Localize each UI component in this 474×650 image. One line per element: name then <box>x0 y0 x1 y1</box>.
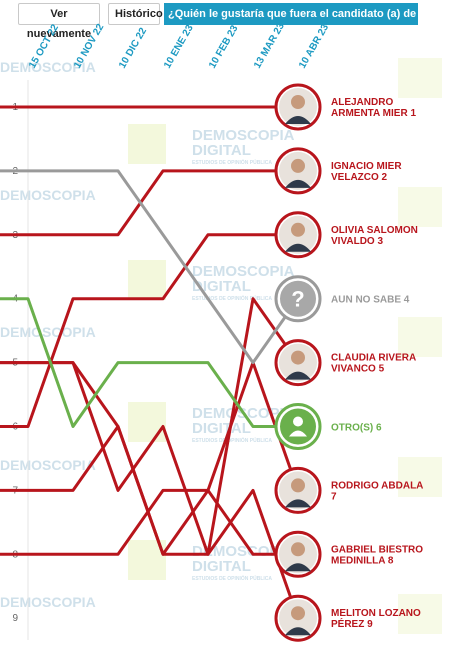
watermark-brand2: DIGITAL <box>192 420 251 437</box>
series-label: OLIVIA SALOMON <box>331 225 418 236</box>
candidate-photo-face <box>291 222 305 237</box>
series-label: GABRIEL BIESTRO <box>331 544 423 555</box>
watermark-brand2: DIGITAL <box>192 142 251 159</box>
series-label: RODRIGO ABDALA <box>331 480 423 491</box>
watermark-logo-shape <box>128 260 166 300</box>
series-line <box>0 297 298 428</box>
toolbar: Ver nuevamente Histórico ¿Quién le gusta… <box>0 0 474 40</box>
person-icon-body <box>289 430 307 437</box>
candidate-photo-suit <box>285 627 311 636</box>
series-node[interactable] <box>274 211 322 259</box>
series-label: CLAUDIA RIVERA <box>331 353 416 364</box>
candidate-photo-suit <box>285 563 311 572</box>
series-node[interactable] <box>274 466 322 514</box>
series-label: OTRO(S) 6 <box>331 423 382 434</box>
candidate-photo-suit <box>285 179 311 188</box>
candidate-photo-suit <box>285 243 311 252</box>
date-tick-label: 10 ENE 23 <box>162 23 196 71</box>
series-node[interactable] <box>274 83 322 131</box>
candidate-photo-face <box>291 350 305 365</box>
series-line <box>0 233 298 428</box>
candidate-photo-face <box>291 478 305 493</box>
series-label: MELITON LOZANO <box>331 608 421 619</box>
watermark-logo-shape <box>398 317 442 357</box>
series-line <box>0 169 300 365</box>
watermark-brand: DEMOSCOPIA <box>0 59 96 75</box>
candidate-photo-suit <box>285 371 311 380</box>
historico-button[interactable]: Histórico <box>108 3 163 25</box>
watermark-brand: DEMOSCOPIA <box>0 594 96 610</box>
series-line <box>0 488 298 556</box>
series-node[interactable] <box>274 530 322 578</box>
watermark-tagline: ESTUDIOS DE OPINIÓN PÚBLICA <box>192 158 272 166</box>
watermark-brand: DEMOSCOPIA <box>192 127 295 144</box>
date-tick-label: 13 MAR 23 <box>252 21 287 71</box>
date-tick-label: 10 DIC 22 <box>117 26 149 71</box>
series-node[interactable] <box>274 147 322 195</box>
series-node[interactable] <box>274 403 322 450</box>
series-label-line2: 7 <box>331 491 337 502</box>
series-label: AUN NO SABE 4 <box>331 295 410 306</box>
watermark-logo-shape <box>128 124 166 164</box>
watermark-tagline: ESTUDIOS DE OPINIÓN PÚBLICA <box>192 294 272 302</box>
watermark-brand: DEMOSCOPIA <box>0 324 96 340</box>
series-label-line2: ARMENTA MIER 1 <box>331 108 416 119</box>
candidate-photo-suit <box>285 499 311 508</box>
series-label-line2: VIVALDO 3 <box>331 236 383 247</box>
series-label: ALEJANDRO <box>331 97 393 108</box>
watermark-logo-shape <box>398 58 442 98</box>
watermark-logo-shape <box>398 457 442 497</box>
series-node[interactable] <box>274 594 322 642</box>
ver-nuevamente-button[interactable]: Ver nuevamente <box>18 3 100 40</box>
candidate-photo-face <box>291 158 305 173</box>
series-label: IGNACIO MIER <box>331 161 402 172</box>
watermark-brand2: DIGITAL <box>192 278 251 295</box>
watermark-tagline: ESTUDIOS DE OPINIÓN PÚBLICA <box>192 574 272 582</box>
series-line <box>0 361 300 619</box>
watermark-brand: DEMOSCOPIA <box>192 263 295 280</box>
series-label-line2: PÉREZ 9 <box>331 617 373 630</box>
series-node[interactable]: ? <box>274 275 322 323</box>
watermark-logo-shape <box>398 187 442 227</box>
question-mark-glyph: ? <box>291 287 304 312</box>
person-icon-head <box>293 416 303 427</box>
watermark-brand: DEMOSCOPIA <box>0 187 96 203</box>
watermark-brand: DEMOSCOPIA <box>0 457 96 473</box>
watermark-logo-shape <box>398 594 442 634</box>
series-label-line2: VELAZCO 2 <box>331 172 388 183</box>
candidate-photo-face <box>291 95 305 109</box>
rank-tick-label: 9 <box>12 613 18 624</box>
candidate-photo-face <box>291 606 305 621</box>
question-tab[interactable]: ¿Quién le gustaría que fuera el candidat… <box>164 3 418 25</box>
date-tick-label: 10 FEB 23 <box>207 23 241 70</box>
date-tick-label: 10 ABR 23 <box>297 22 331 70</box>
series-label-line2: VIVANCO 5 <box>331 364 385 375</box>
series-node[interactable] <box>274 339 322 387</box>
candidate-photo-suit <box>285 116 311 124</box>
watermark-logo-shape <box>128 402 166 442</box>
series-label-line2: MEDINILLA 8 <box>331 555 394 566</box>
watermark-brand2: DIGITAL <box>192 558 251 575</box>
candidate-photo-face <box>291 542 305 557</box>
watermark-tagline: ESTUDIOS DE OPINIÓN PÚBLICA <box>192 436 272 444</box>
question-icon <box>280 280 316 317</box>
